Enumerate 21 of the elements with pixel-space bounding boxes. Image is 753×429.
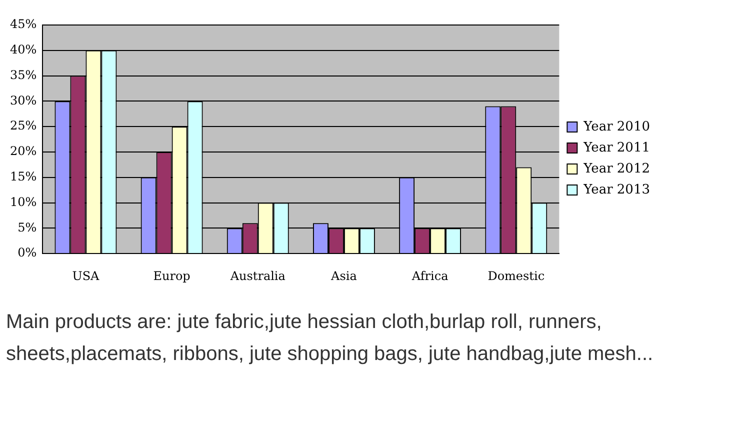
y-tick-label: 40% <box>10 42 37 57</box>
x-tick-label: Africa <box>410 268 448 283</box>
text: Main products are: jute fabric,jute hessian cloth,burlap roll, runners, sheets,placemats, ribbons, jute shopping bags, jute handbag,jute mesh... <box>6 310 654 367</box>
y-tick-label: 45% <box>10 17 37 32</box>
y-tick-label: 5% <box>18 220 37 234</box>
x-tick-label: Asia <box>330 268 357 283</box>
y-tick-label: 15% <box>10 170 37 184</box>
x-tick-label: Australia <box>229 268 286 283</box>
x-tick-label: Europ <box>153 268 191 283</box>
y-tick-label: 10% <box>10 194 37 209</box>
y-tick-label: 0% <box>18 246 37 260</box>
legend-label: Year 2010 <box>582 119 650 134</box>
x-tick-label: USA <box>72 268 100 283</box>
y-tick-label: 30% <box>10 93 37 108</box>
legend-label: Year 2013 <box>582 182 650 198</box>
legend-label: Year 2012 <box>582 161 650 176</box>
x-tick-label: Domestic <box>488 268 545 283</box>
y-tick-label: 25% <box>10 118 37 133</box>
legend-label: Year 2011 <box>582 140 650 156</box>
y-tick-label: 35% <box>10 68 37 82</box>
y-tick-label: 20% <box>10 144 37 158</box>
